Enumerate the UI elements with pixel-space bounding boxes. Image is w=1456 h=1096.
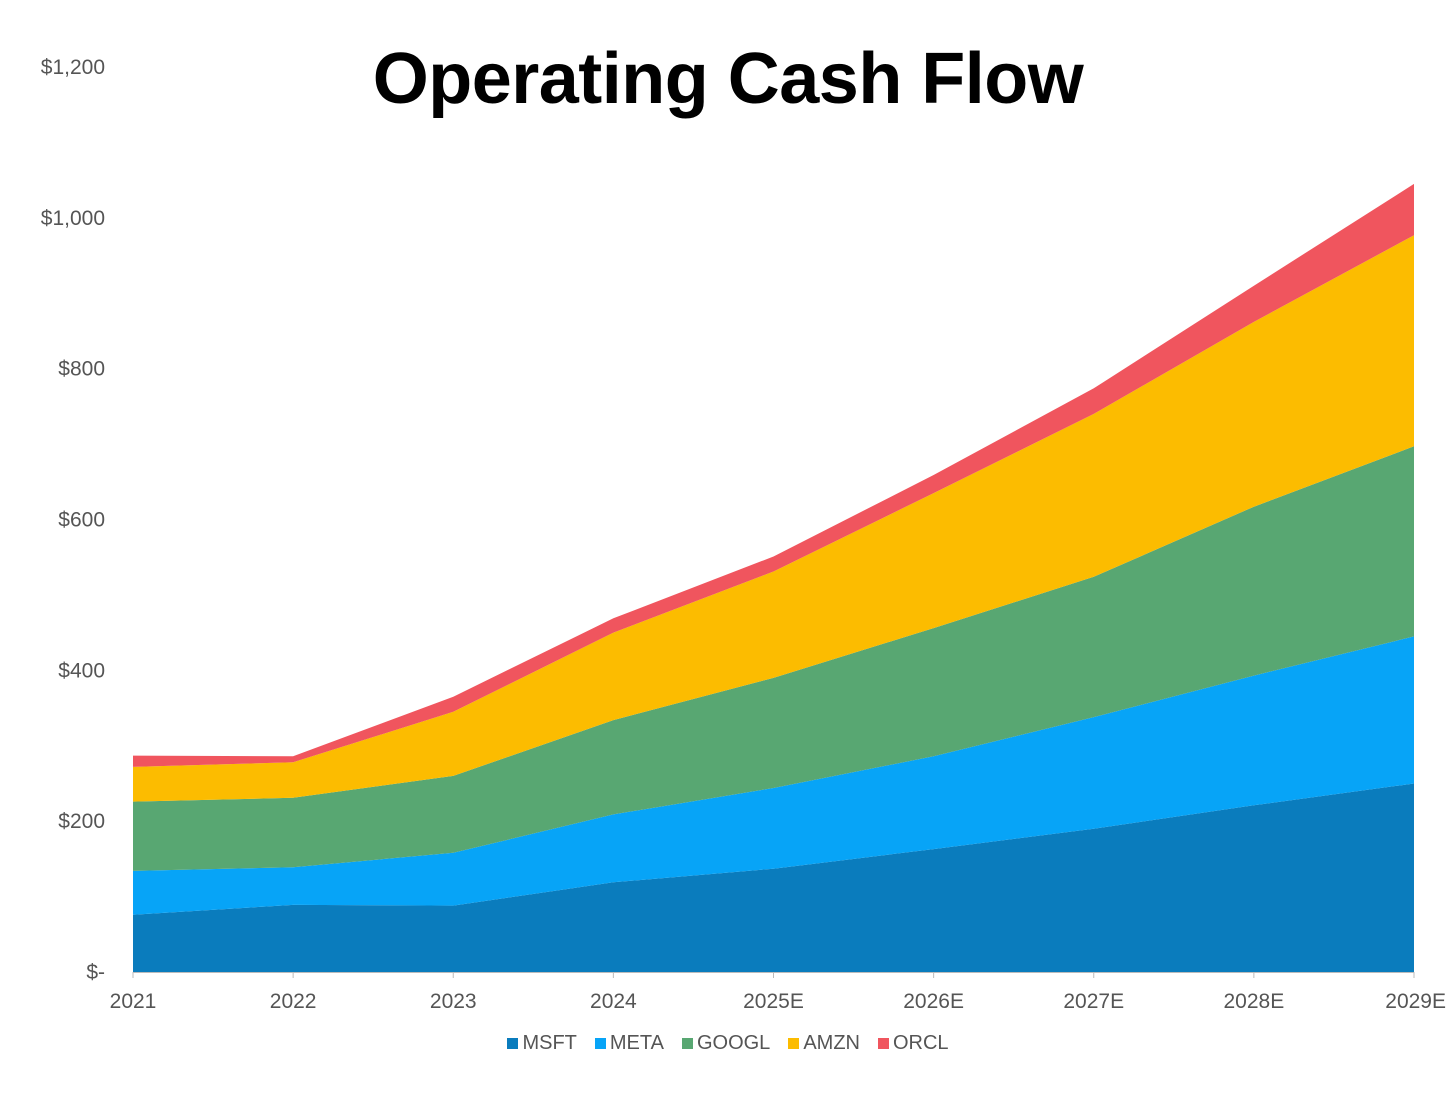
x-tick-label: 2022 [270,990,317,1013]
chart-title: Operating Cash Flow [372,39,1084,119]
legend-swatch [681,1038,693,1049]
legend-item-googl: GOOGL [681,1032,771,1055]
area-googl [133,446,1414,871]
legend-swatch [877,1038,889,1049]
x-tick-label: 2025E [743,990,804,1013]
y-tick-label: $400 [58,659,105,682]
series-areas [133,183,1414,972]
x-tick-label: 2021 [110,990,157,1013]
x-tick-label: 2028E [1224,990,1285,1013]
x-tick-label: 2029E [1385,990,1446,1013]
legend-swatch [788,1038,800,1049]
legend-swatch [594,1038,606,1049]
area-meta [133,636,1414,915]
legend-label: AMZN [803,1032,860,1054]
x-tick-label: 2024 [590,990,637,1013]
legend-label: GOOGL [696,1032,771,1054]
legend-item-amzn: AMZN [788,1032,860,1055]
legend-label: MSFT [522,1032,577,1054]
y-tick-label: $600 [58,509,105,532]
y-tick-label: $800 [58,358,105,381]
y-tick-label: $200 [58,810,105,833]
y-tick-label: $1,200 [41,56,105,79]
y-tick-label: $1,000 [41,207,105,230]
legend-label: ORCL [892,1032,949,1054]
area-amzn [133,235,1414,802]
legend-item-orcl: ORCL [877,1032,949,1055]
y-tick-label: $- [86,961,105,984]
axes: 2021 2022 2023 2024 2025E 2026E 2027E 2028E 2029… [41,56,1446,1013]
legend-swatch [507,1038,519,1049]
legend: MSFT META GOOGL AMZN ORCL [0,1032,1456,1055]
x-tick-label: 2023 [430,990,477,1013]
legend-item-msft: MSFT [507,1032,577,1055]
area-msft [133,783,1414,972]
x-tick-label: 2026E [903,990,964,1013]
legend-label: META [609,1032,664,1054]
x-tick-label: 2027E [1063,990,1124,1013]
legend-item-meta: META [594,1032,664,1055]
